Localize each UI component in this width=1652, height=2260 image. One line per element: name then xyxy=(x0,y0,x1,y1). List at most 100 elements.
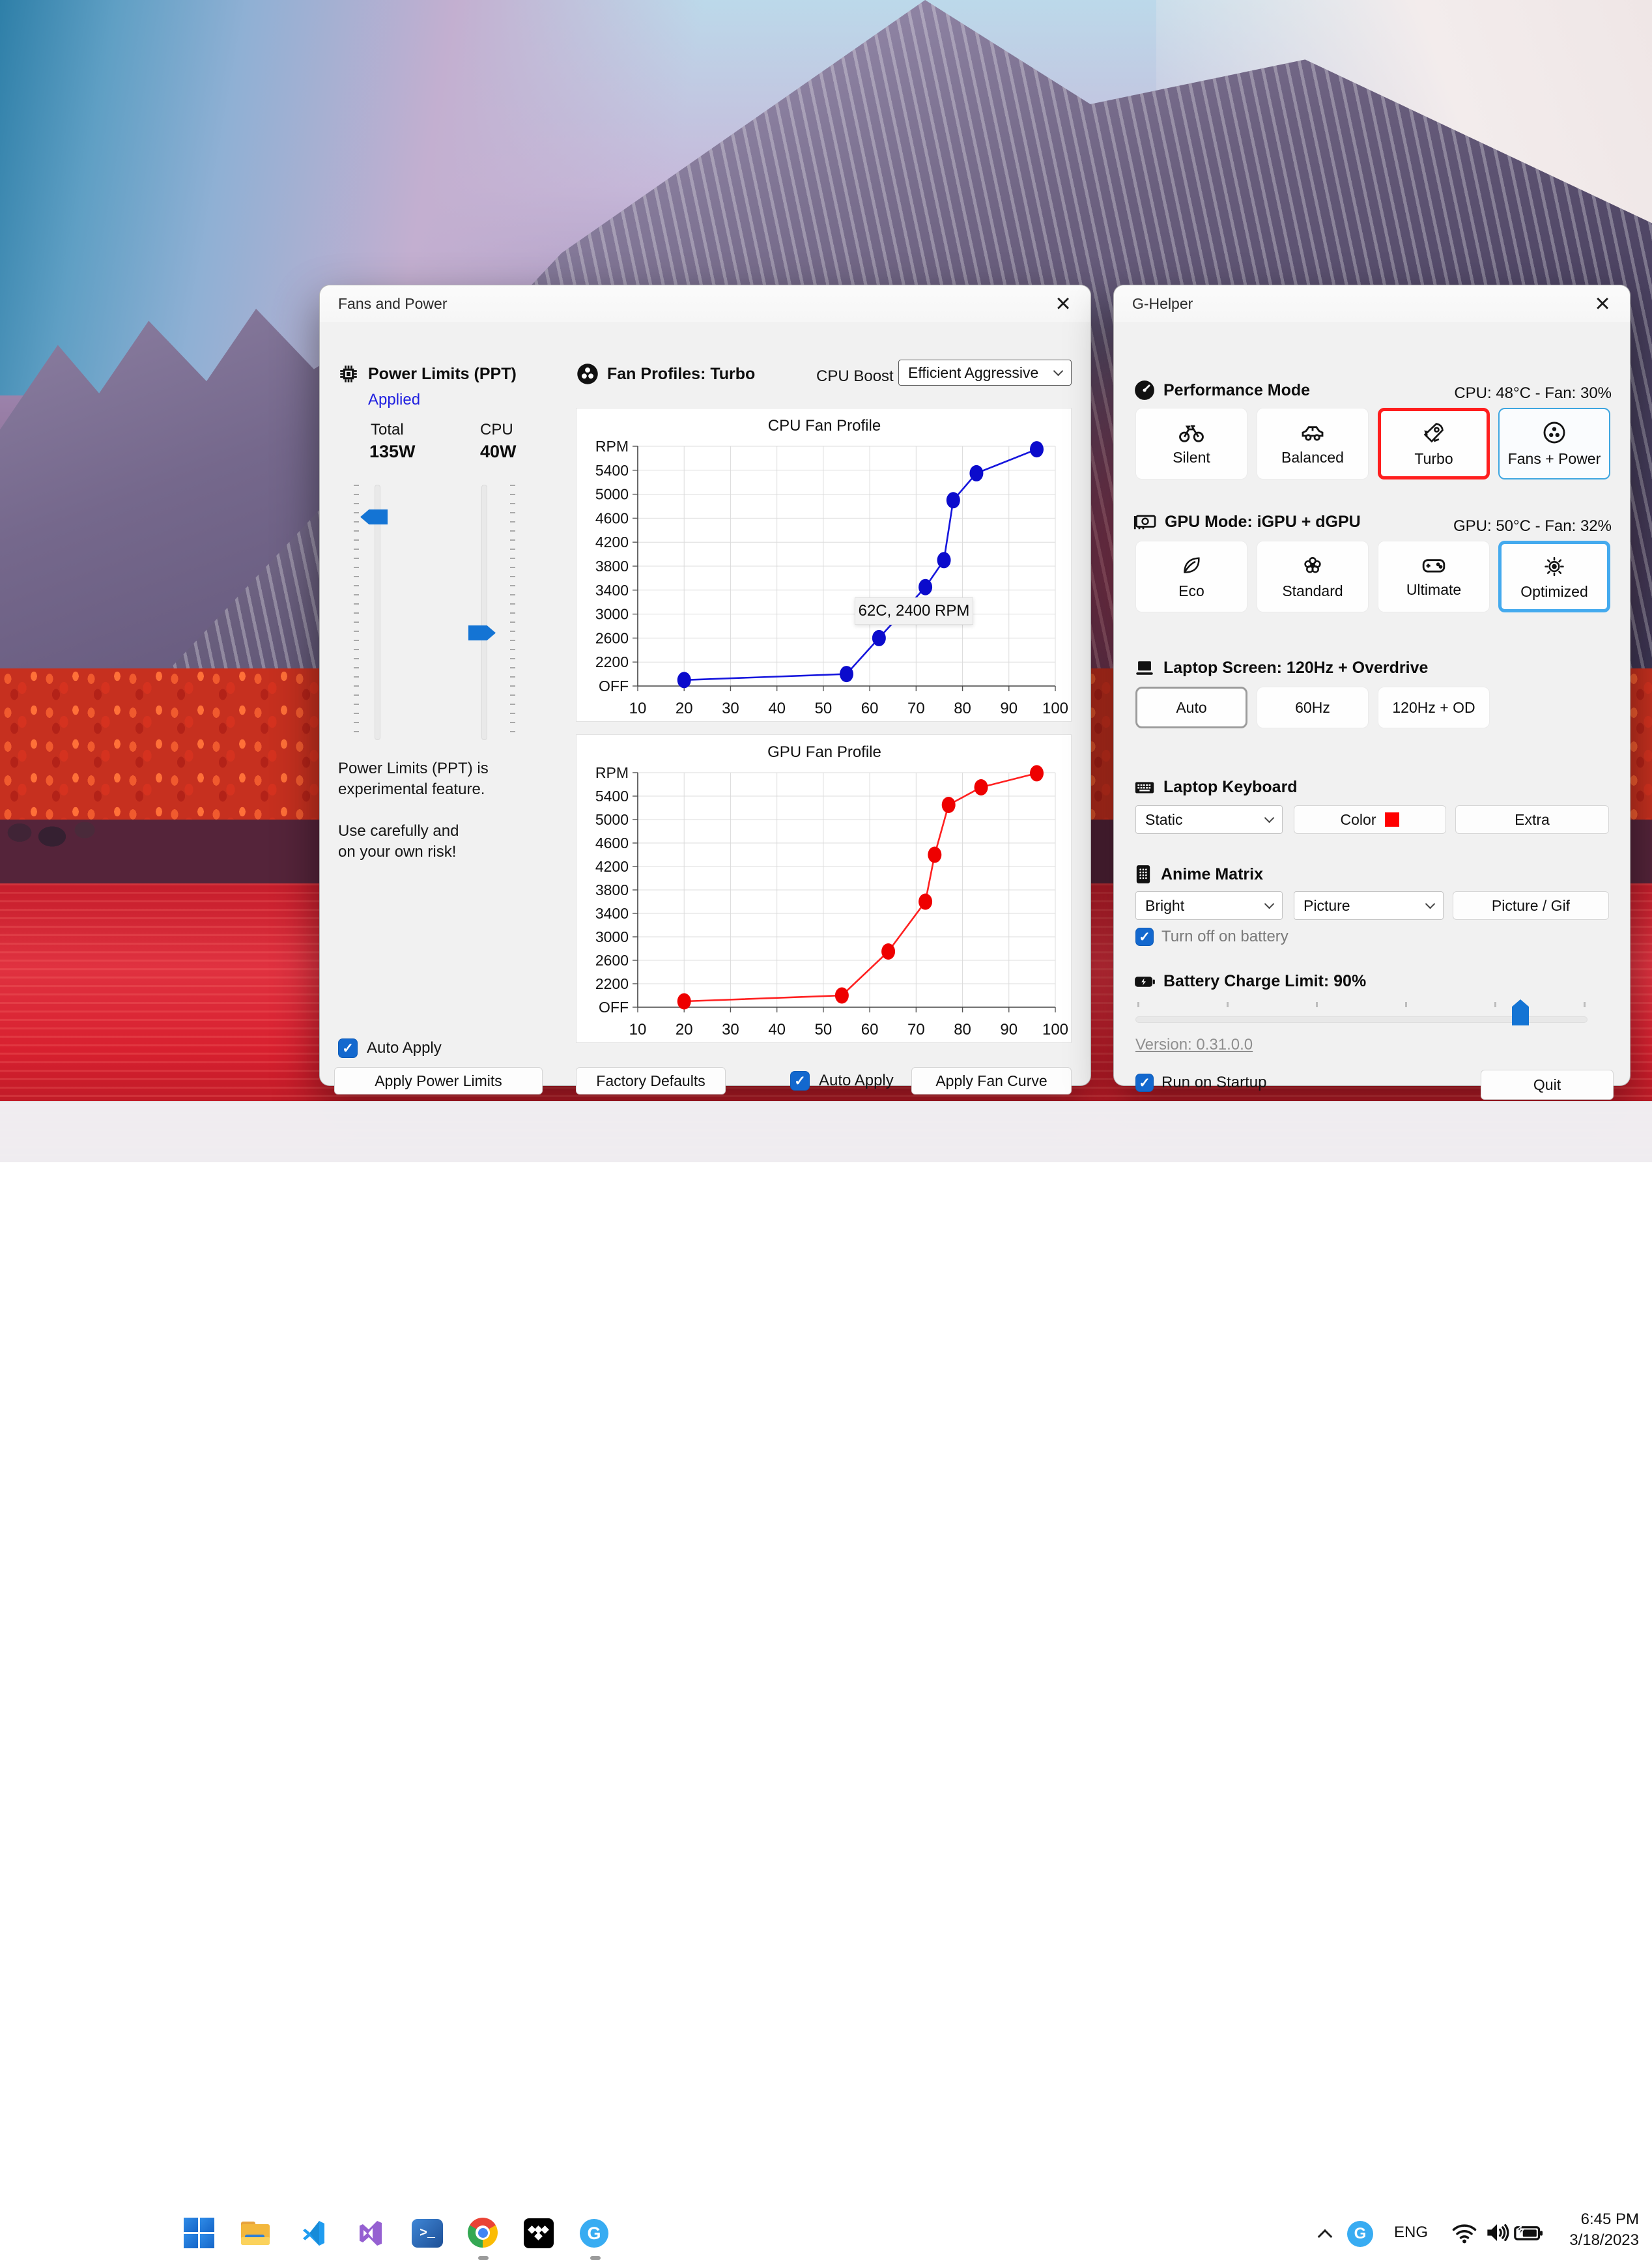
svg-text:80: 80 xyxy=(954,1021,971,1038)
matrix-picture-gif-button[interactable]: Picture / Gif xyxy=(1453,891,1609,920)
ppt-note-line4: on your own risk! xyxy=(338,843,456,861)
powershell-icon[interactable]: >_ xyxy=(412,2218,443,2249)
matrix-grid-icon xyxy=(1133,864,1153,885)
gpu-mode-ultimate-button[interactable]: Ultimate xyxy=(1378,541,1490,612)
gpu-fan-curve-chart[interactable]: GPU Fan ProfileOFF2200260030003400380042… xyxy=(577,735,1072,1044)
gpu-mode-standard-button[interactable]: Standard xyxy=(1257,541,1369,612)
close-icon[interactable] xyxy=(1051,292,1075,315)
svg-text:2600: 2600 xyxy=(595,629,629,646)
screen-60hz-button[interactable]: 60Hz xyxy=(1257,687,1369,728)
fan-profiles-header: Fan Profiles: Turbo xyxy=(576,362,755,386)
clock[interactable]: 6:45 PM 3/18/2023 xyxy=(1569,2209,1639,2251)
fans-power-window: Fans and Power Power Limits (PPT) Applie… xyxy=(319,285,1091,1086)
perf-mode-turbo-button[interactable]: Turbo xyxy=(1378,408,1490,479)
matrix-battery-checkbox[interactable] xyxy=(1135,928,1154,946)
chrome-icon[interactable] xyxy=(468,2218,499,2249)
version-link[interactable]: Version: 0.31.0.0 xyxy=(1135,1036,1253,1054)
cpu-temp-fan-status: CPU: 48°C - Fan: 30% xyxy=(1454,384,1612,403)
chrome-logo-icon xyxy=(468,2218,498,2248)
ppt-note-line1: Power Limits (PPT) is xyxy=(338,760,489,778)
language-indicator[interactable]: ENG xyxy=(1394,2224,1428,2242)
factory-defaults-button[interactable]: Factory Defaults xyxy=(576,1067,726,1094)
laptop-screen-header: Laptop Screen: 120Hz + Overdrive xyxy=(1133,658,1428,678)
color-swatch xyxy=(1385,812,1399,827)
keyboard-color-button[interactable]: Color xyxy=(1294,805,1446,834)
visual-studio-icon[interactable] xyxy=(354,2218,386,2249)
tidal-logo-icon xyxy=(524,2218,554,2248)
start-button[interactable] xyxy=(184,2218,215,2249)
fan-auto-apply-checkbox[interactable] xyxy=(790,1071,810,1091)
battery-tray-icon[interactable] xyxy=(1513,2218,1544,2247)
gauge-icon xyxy=(1133,379,1156,401)
perf-mode-silent-button[interactable]: Silent xyxy=(1135,408,1247,479)
fan-circle-icon xyxy=(1542,420,1567,445)
cpu-power-slider-thumb[interactable] xyxy=(468,625,496,640)
ghelper-tray-icon[interactable]: G xyxy=(1347,2220,1378,2251)
vscode-icon[interactable] xyxy=(297,2218,328,2249)
ghelper-titlebar[interactable]: G-Helper xyxy=(1114,285,1630,322)
ghelper-tray-logo-icon: G xyxy=(1347,2221,1373,2247)
visual-studio-logo-icon xyxy=(354,2218,386,2249)
cpu-boost-label: CPU Boost xyxy=(816,367,894,386)
power-limits-header: Power Limits (PPT) xyxy=(337,362,517,386)
quit-button[interactable]: Quit xyxy=(1481,1070,1614,1100)
tidal-icon[interactable] xyxy=(524,2218,555,2249)
svg-text:5400: 5400 xyxy=(595,462,629,479)
taskbar: >_ G G ENG 6:4 xyxy=(0,1101,1652,1162)
svg-text:5400: 5400 xyxy=(595,788,629,805)
screen-120hz-od-button[interactable]: 120Hz + OD xyxy=(1378,687,1490,728)
power-auto-apply-checkbox[interactable] xyxy=(338,1038,358,1058)
gpu-temp-fan-status: GPU: 50°C - Fan: 32% xyxy=(1453,517,1612,536)
gpu-card-icon xyxy=(1133,512,1157,532)
svg-text:50: 50 xyxy=(815,700,833,717)
svg-text:50: 50 xyxy=(815,1021,833,1038)
perf-mode-fans-power-button[interactable]: Fans + Power xyxy=(1498,408,1610,479)
svg-text:2200: 2200 xyxy=(595,975,629,992)
ghelper-body: Performance Mode CPU: 48°C - Fan: 30% Si… xyxy=(1114,322,1630,1085)
rocket-icon xyxy=(1421,420,1446,445)
matrix-mode-select[interactable]: Picture xyxy=(1294,891,1444,920)
fans-window-titlebar[interactable]: Fans and Power xyxy=(320,285,1090,322)
svg-text:40: 40 xyxy=(768,1021,786,1038)
run-on-startup-row: Run on Startup xyxy=(1135,1074,1266,1092)
run-on-startup-checkbox[interactable] xyxy=(1135,1074,1154,1092)
matrix-battery-toggle-row: Turn off on battery xyxy=(1135,928,1289,946)
apply-fan-curve-button[interactable]: Apply Fan Curve xyxy=(911,1067,1072,1094)
gpu-mode-eco-button[interactable]: Eco xyxy=(1135,541,1247,612)
speaker-icon[interactable] xyxy=(1483,2218,1511,2247)
keyboard-mode-select[interactable]: Static xyxy=(1135,805,1283,834)
svg-text:3400: 3400 xyxy=(595,582,629,599)
ghelper-taskbar-icon[interactable]: G xyxy=(580,2218,611,2249)
tray-chevron-up-icon[interactable] xyxy=(1318,2229,1333,2244)
svg-text:RPM: RPM xyxy=(595,764,629,781)
file-explorer-icon[interactable] xyxy=(240,2218,271,2249)
svg-text:80: 80 xyxy=(954,700,971,717)
perf-mode-balanced-button[interactable]: Balanced xyxy=(1257,408,1369,479)
windows-logo-icon xyxy=(184,2218,215,2248)
battery-limit-header: Battery Charge Limit: 90% xyxy=(1133,972,1366,991)
chevron-down-icon xyxy=(1053,365,1064,376)
svg-text:100: 100 xyxy=(1042,700,1068,717)
chrome-running-indicator xyxy=(478,2256,489,2260)
keyboard-extra-button[interactable]: Extra xyxy=(1455,805,1609,834)
svg-text:3800: 3800 xyxy=(595,881,629,898)
screen-auto-button[interactable]: Auto xyxy=(1135,687,1247,728)
close-icon[interactable] xyxy=(1591,292,1614,315)
power-auto-apply-label: Auto Apply xyxy=(367,1039,442,1057)
cpu-power-slider[interactable] xyxy=(481,485,487,740)
svg-text:3800: 3800 xyxy=(595,558,629,575)
svg-text:70: 70 xyxy=(907,700,925,717)
cpu-chip-icon xyxy=(337,362,360,386)
power-auto-apply-row: Auto Apply xyxy=(338,1038,442,1058)
apply-power-limits-button[interactable]: Apply Power Limits xyxy=(334,1067,543,1094)
svg-text:3400: 3400 xyxy=(595,905,629,922)
ghelper-title: G-Helper xyxy=(1132,295,1193,313)
gpu-mode-optimized-button[interactable]: Optimized xyxy=(1498,541,1610,612)
svg-text:30: 30 xyxy=(722,700,739,717)
svg-text:OFF: OFF xyxy=(599,999,629,1016)
cpu-fan-curve-chart[interactable]: CPU Fan ProfileOFF2200260030003400380042… xyxy=(577,408,1072,722)
cpu-boost-select[interactable]: Efficient Aggressive xyxy=(898,360,1072,386)
total-power-slider-thumb[interactable] xyxy=(360,509,388,524)
wifi-icon[interactable] xyxy=(1450,2218,1479,2247)
matrix-brightness-select[interactable]: Bright xyxy=(1135,891,1283,920)
